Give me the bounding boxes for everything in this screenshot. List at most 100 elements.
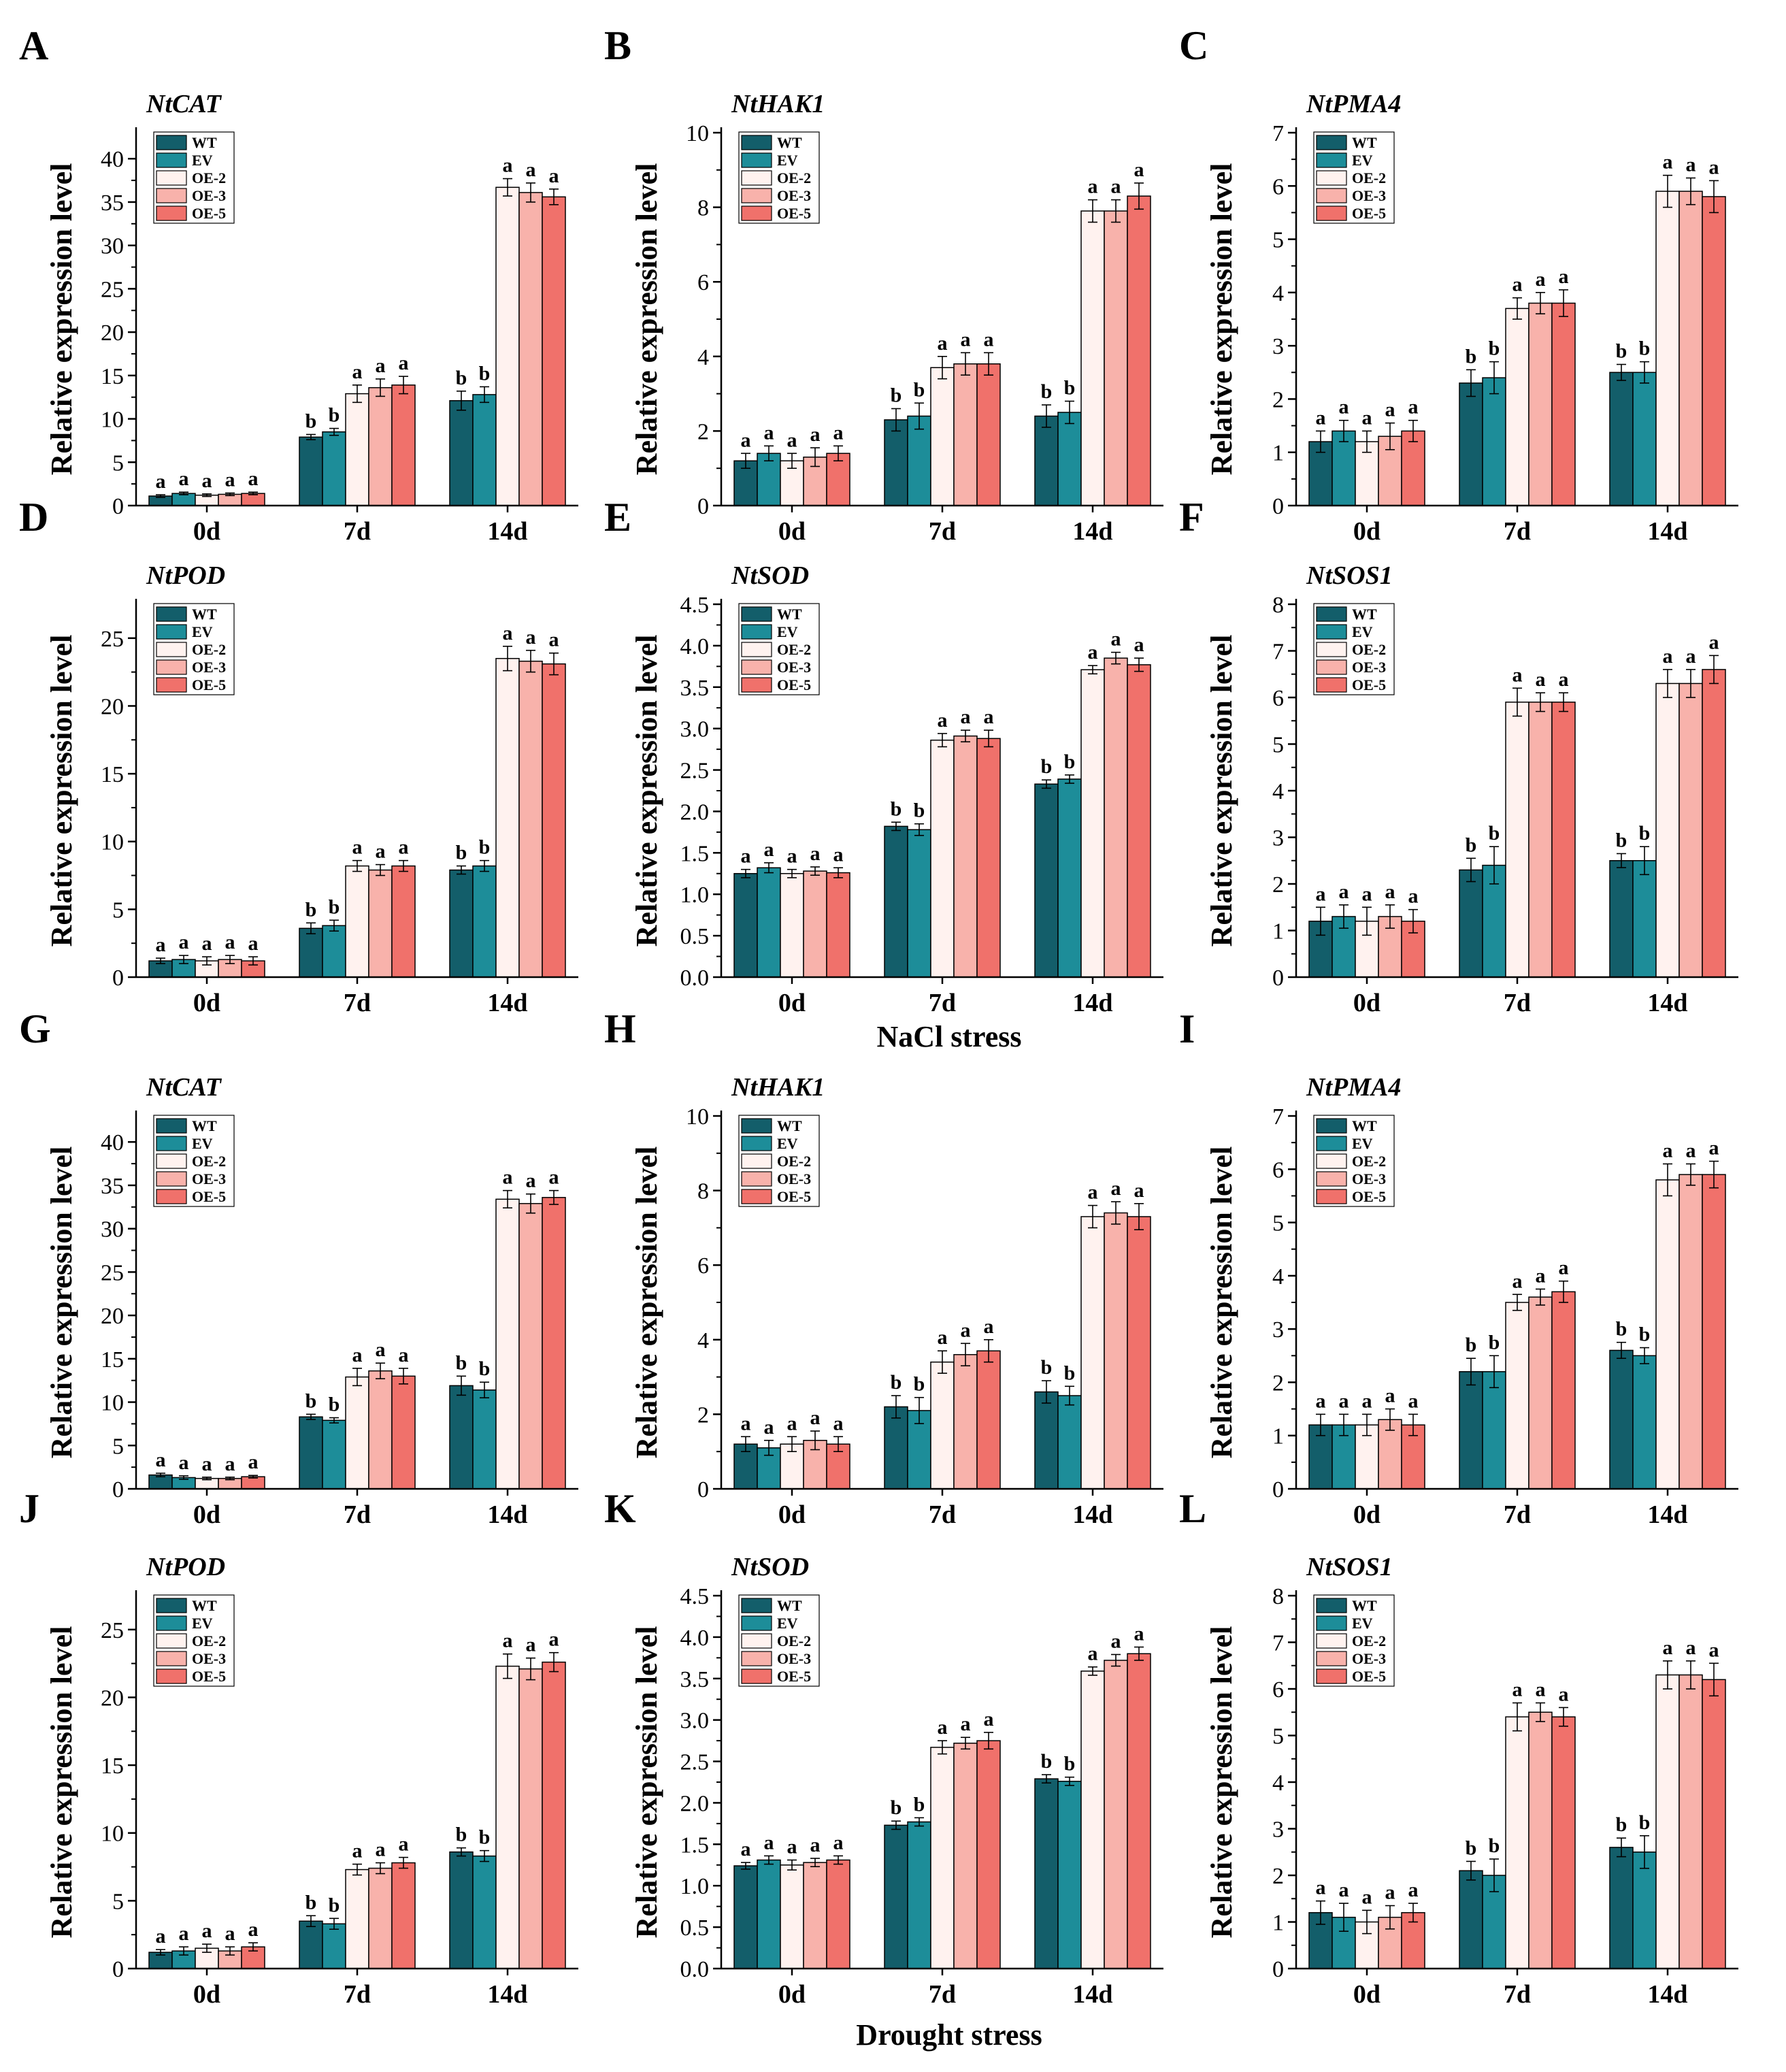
significance-letter: b xyxy=(329,895,340,918)
y-tick-label: 15 xyxy=(101,1754,124,1779)
y-tick-label: 4 xyxy=(1272,779,1284,804)
legend-label: OE-3 xyxy=(1352,1650,1386,1667)
legend-swatch-ev xyxy=(1316,1615,1347,1631)
significance-letter: b xyxy=(1639,338,1651,360)
bar-oe-3-14d xyxy=(1678,191,1703,506)
legend-swatch-oe-5 xyxy=(156,677,187,693)
y-tick-label: 4.0 xyxy=(680,634,710,659)
y-tick-label: 0.5 xyxy=(680,1915,710,1941)
y-tick-label: 25 xyxy=(101,1618,124,1643)
significance-letter: b xyxy=(1639,1323,1651,1346)
bar-oe-5-14d xyxy=(1702,196,1726,506)
y-tick-label: 7 xyxy=(1272,121,1284,146)
y-tick-label: 10 xyxy=(101,1822,124,1847)
bar-oe-2-7d xyxy=(930,1361,955,1490)
legend-label: WT xyxy=(777,134,802,151)
legend-swatch-oe-5 xyxy=(741,1668,772,1684)
significance-letter: a xyxy=(503,1166,513,1189)
legend-swatch-oe-2 xyxy=(156,642,187,657)
x-tick-label: 7d xyxy=(1504,1980,1531,2009)
significance-letter: a xyxy=(1408,885,1419,908)
y-tick-label: 15 xyxy=(101,364,124,389)
legend-swatch-oe-5 xyxy=(156,205,187,221)
y-tick-label: 15 xyxy=(101,762,124,787)
significance-letter: b xyxy=(1064,1753,1076,1775)
x-tick-label: 7d xyxy=(929,1500,956,1529)
legend-swatch-ev xyxy=(156,1615,187,1631)
bar-wt-14d xyxy=(1034,1391,1059,1490)
significance-letter: a xyxy=(961,1713,971,1735)
y-tick-label: 25 xyxy=(101,277,124,302)
legend-swatch-wt xyxy=(156,606,187,622)
legend-label: OE-5 xyxy=(1352,1668,1386,1685)
significance-letter: a xyxy=(787,1412,797,1434)
bar-oe-2-7d xyxy=(345,1376,369,1490)
significance-letter: a xyxy=(787,1835,797,1858)
significance-letter: a xyxy=(1512,274,1523,296)
y-tick-label: 5 xyxy=(112,450,124,476)
significance-letter: a xyxy=(741,845,751,868)
significance-letter: a xyxy=(248,1918,259,1941)
bar-wt-14d xyxy=(1034,1778,1059,1969)
y-tick-label: 6 xyxy=(1272,1157,1284,1183)
significance-letter: a xyxy=(1559,265,1569,288)
legend-label: EV xyxy=(777,1135,798,1152)
legend-label: EV xyxy=(1352,152,1373,169)
bar-oe-3-14d xyxy=(1678,683,1703,978)
significance-letter: a xyxy=(503,622,513,644)
x-tick-label: 14d xyxy=(487,1980,527,2009)
significance-letter: a xyxy=(961,706,971,728)
significance-letter: b xyxy=(305,410,317,432)
significance-letter: a xyxy=(1134,634,1144,656)
significance-letter: a xyxy=(1559,1683,1569,1705)
significance-letter: b xyxy=(914,1793,925,1815)
legend-frame xyxy=(1313,1115,1395,1207)
bar-wt-0d xyxy=(733,873,758,978)
significance-letter: a xyxy=(1316,1877,1326,1899)
y-tick-label: 3.5 xyxy=(680,1667,710,1692)
bar-oe-2-14d xyxy=(1080,1671,1105,1969)
y-tick-label: 8 xyxy=(697,1179,709,1204)
y-tick-label: 10 xyxy=(686,1104,709,1130)
panel-letter: I xyxy=(1179,1006,1195,1051)
y-axis-label: Relative expression level xyxy=(630,163,663,476)
y-tick-label: 5 xyxy=(1272,1211,1284,1236)
significance-letter: a xyxy=(248,1451,259,1473)
bar-wt-7d xyxy=(1459,869,1483,978)
legend-label: OE-5 xyxy=(192,1668,226,1685)
significance-letter: a xyxy=(833,1831,844,1854)
x-tick-label: 14d xyxy=(1647,989,1687,1017)
bar-oe-2-14d xyxy=(495,1198,520,1490)
significance-letter: a xyxy=(376,840,386,863)
significance-letter: a xyxy=(1536,1264,1546,1287)
significance-letter: a xyxy=(376,1338,386,1361)
bar-oe-2-7d xyxy=(930,739,955,978)
y-tick-label: 0 xyxy=(697,1477,709,1502)
legend-label: OE-2 xyxy=(777,1632,811,1649)
y-tick-label: 3 xyxy=(1272,1818,1284,1843)
bar-oe-3-7d xyxy=(1528,702,1553,978)
bar-oe-3-14d xyxy=(518,660,543,978)
bar-oe-5-7d xyxy=(1551,1716,1576,1969)
significance-letter: a xyxy=(1512,663,1523,686)
legend-label: WT xyxy=(1352,1117,1377,1134)
significance-letter: b xyxy=(329,1393,340,1415)
bar-wt-7d xyxy=(884,825,908,978)
y-tick-label: 4.5 xyxy=(680,1584,710,1609)
x-tick-label: 14d xyxy=(1072,1500,1112,1529)
significance-letter: a xyxy=(1385,1385,1395,1407)
legend-label: OE-2 xyxy=(192,169,226,186)
bar-wt-14d xyxy=(1034,783,1059,978)
significance-letter: a xyxy=(1362,1886,1372,1908)
chart-title: NtSOD xyxy=(731,1553,809,1581)
significance-letter: a xyxy=(248,932,259,955)
chart-title: NtPOD xyxy=(146,561,225,590)
x-tick-label: 7d xyxy=(344,517,371,546)
bar-oe-3-7d xyxy=(1528,1711,1553,1969)
y-axis-label: Relative expression level xyxy=(45,163,78,476)
bar-oe-5-7d xyxy=(391,384,416,506)
bar-oe-2-14d xyxy=(1080,669,1105,978)
bar-oe-2-14d xyxy=(495,186,520,506)
